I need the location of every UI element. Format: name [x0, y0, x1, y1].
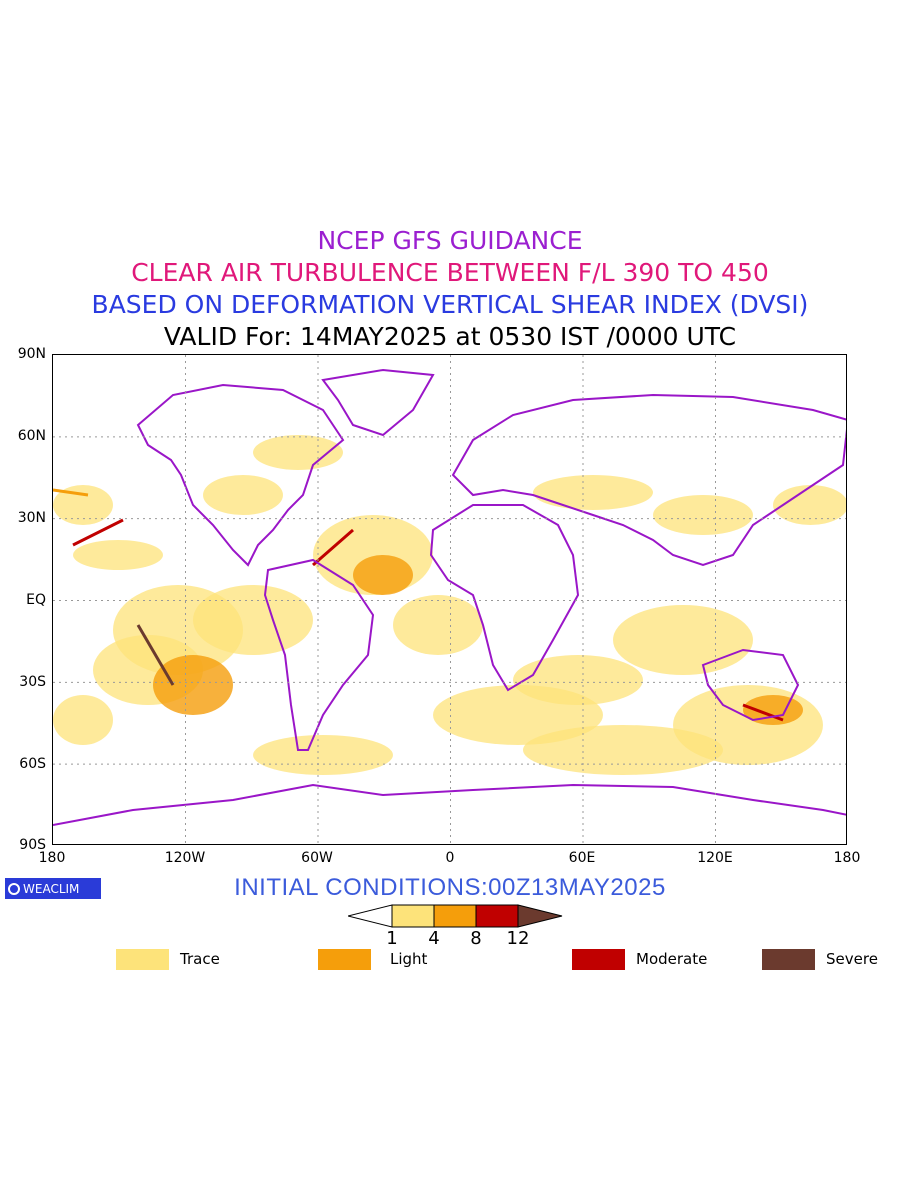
- turbulence-patch-light: [353, 555, 413, 595]
- colorbar-label-4: 4: [428, 928, 440, 949]
- turbulence-patch-trace: [253, 735, 393, 775]
- lat-tick-eq: EQ: [26, 592, 46, 608]
- turbulence-patch-trace: [533, 475, 653, 510]
- coast-greenland: [321, 368, 435, 437]
- legend-label-light: Light: [390, 950, 428, 968]
- lon-tick-0: 0: [445, 850, 455, 866]
- turbulence-patch-trace: [203, 475, 283, 515]
- title-parameter: CLEAR AIR TURBULENCE BETWEEN F/L 390 TO …: [131, 258, 769, 287]
- turbulence-streak-moderate: [72, 518, 124, 547]
- colorbar-above-triangle: [517, 904, 563, 928]
- turbulence-patch-trace: [253, 435, 343, 470]
- coast-north-america: [136, 383, 345, 567]
- legend-swatch-trace: [116, 949, 169, 970]
- lat-tick-60s: 60S: [19, 756, 46, 772]
- turbulence-patch-trace: [613, 605, 753, 675]
- legend-label-trace: Trace: [180, 950, 220, 968]
- title-method: BASED ON DEFORMATION VERTICAL SHEAR INDE…: [91, 290, 809, 319]
- legend-swatch-light: [318, 949, 371, 970]
- graticule: [53, 355, 846, 844]
- colorbar-below-triangle: [348, 904, 393, 928]
- turbulence-patch-trace: [393, 595, 483, 655]
- colorbar-label-8: 8: [470, 928, 482, 949]
- coast-antarctica: [53, 783, 846, 826]
- lat-tick-30s: 30S: [19, 674, 46, 690]
- turbulence-patch-trace: [523, 725, 723, 775]
- map-canvas: [53, 355, 846, 844]
- legend-label-moderate: Moderate: [636, 950, 708, 968]
- turbulence-patch-light: [743, 695, 803, 725]
- turbulence-patch-trace: [193, 585, 313, 655]
- legend-swatch-severe: [762, 949, 815, 970]
- turbulence-streak-moderate: [312, 528, 354, 567]
- turbulence-patch-light: [153, 655, 233, 715]
- turbulence-streak-moderate: [742, 703, 784, 722]
- coastlines: [53, 368, 846, 826]
- legend-label-severe: Severe: [826, 950, 878, 968]
- lon-tick-120e: 120E: [697, 850, 733, 866]
- turbulence-patch-trace: [653, 495, 753, 535]
- colorbar-label-12: 12: [506, 928, 530, 949]
- turbulence-patch-trace: [73, 540, 163, 570]
- turbulence-streak-light: [53, 488, 89, 497]
- colorbar-bin-light: [433, 904, 477, 928]
- turbulence-patch-trace: [513, 655, 643, 705]
- initial-conditions: INITIAL CONDITIONS:00Z13MAY2025: [234, 874, 666, 901]
- lon-tick-180w: 180: [38, 850, 66, 866]
- lat-tick-90n: 90N: [17, 346, 46, 362]
- legend-swatch-moderate: [572, 949, 625, 970]
- turbulence-patch-trace: [53, 695, 113, 745]
- weaclim-logo-icon: [8, 882, 20, 895]
- coast-south-america: [263, 558, 375, 751]
- title-valid-time: VALID For: 14MAY2025 at 0530 IST /0000 U…: [163, 322, 737, 351]
- lon-tick-180e: 180: [833, 850, 861, 866]
- lat-tick-60n: 60N: [17, 428, 46, 444]
- coast-africa: [429, 504, 580, 692]
- title-product: NCEP GFS GUIDANCE: [317, 226, 583, 255]
- turbulence-map: [52, 354, 847, 845]
- lon-tick-60w: 60W: [301, 850, 333, 866]
- colorbar-bin-moderate: [475, 904, 519, 928]
- coast-australia: [701, 648, 800, 722]
- lon-tick-60e: 60E: [568, 850, 596, 866]
- coast-eurasia: [451, 393, 846, 567]
- weaclim-logo: WEACLIM: [5, 878, 101, 899]
- lon-tick-120w: 120W: [164, 850, 206, 866]
- weaclim-logo-text: WEACLIM: [23, 881, 80, 896]
- turbulence-patch-trace: [773, 485, 846, 525]
- colorbar-label-1: 1: [386, 928, 398, 949]
- lat-tick-30n: 30N: [17, 510, 46, 526]
- turbulence-streak-severe: [136, 624, 175, 686]
- colorbar: [348, 904, 563, 928]
- turbulence-shading: [53, 435, 846, 775]
- colorbar-bin-trace: [391, 904, 435, 928]
- lat-tick-90s: 90S: [19, 837, 46, 853]
- turbulence-patch-trace: [53, 485, 113, 525]
